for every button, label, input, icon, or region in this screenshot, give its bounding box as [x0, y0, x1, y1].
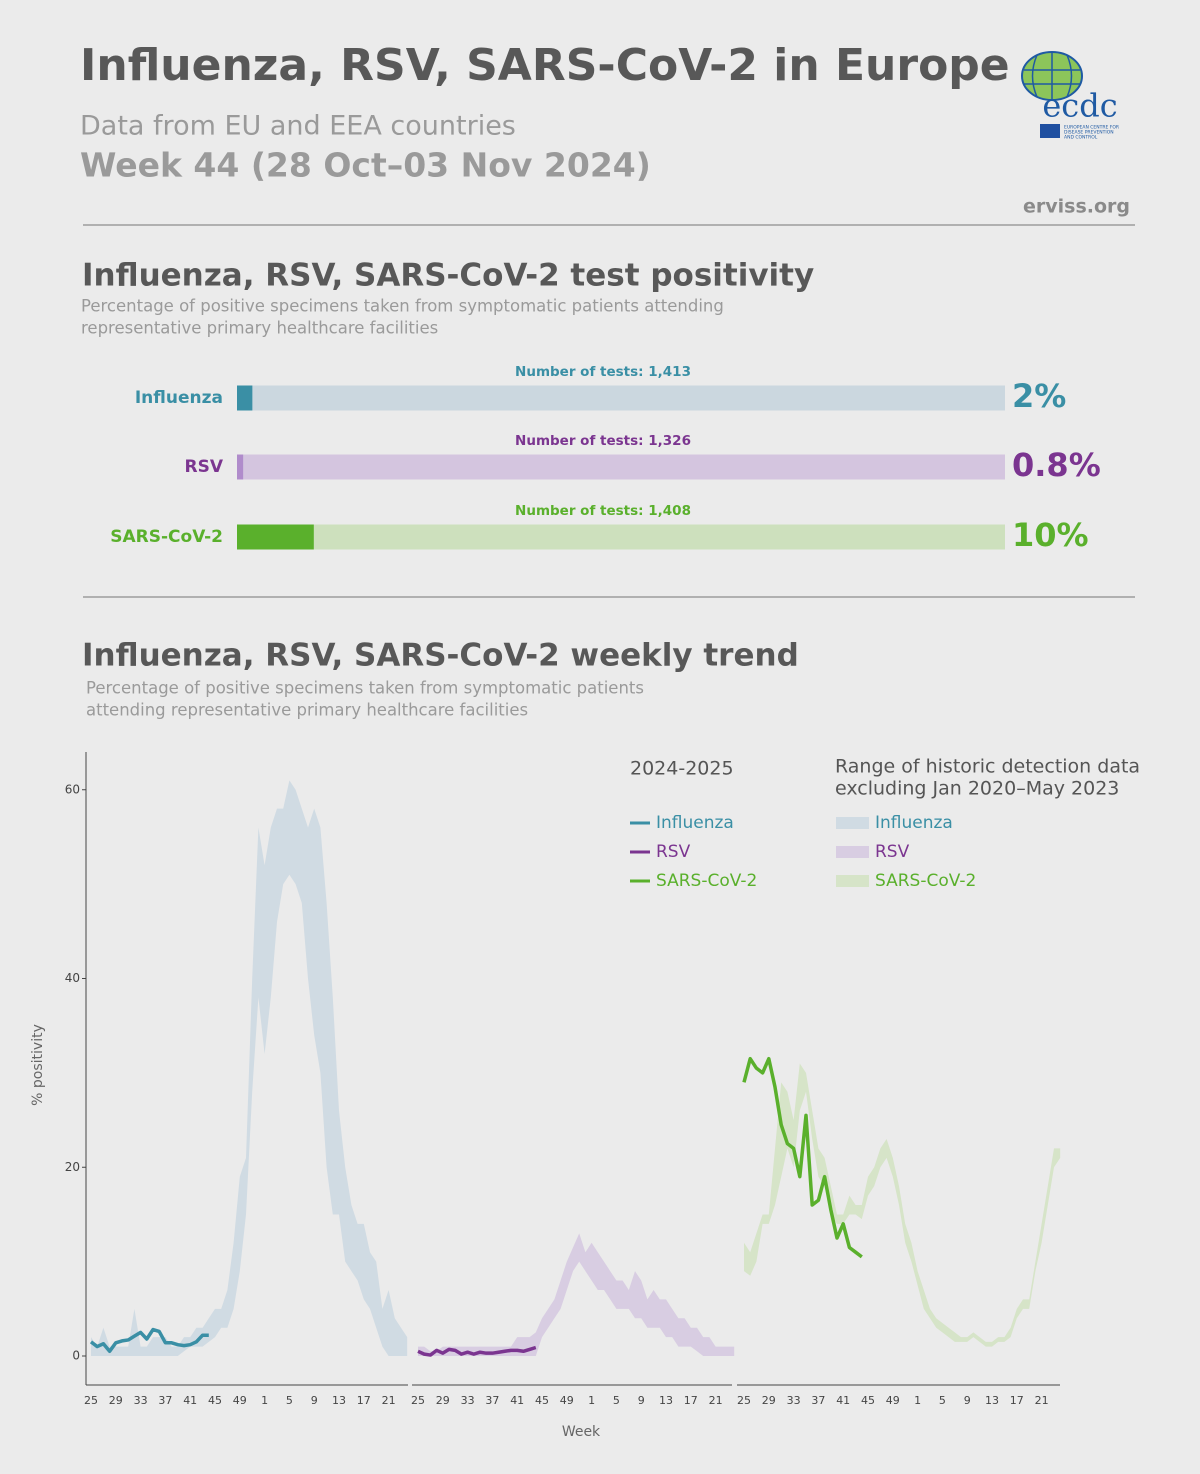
season-line [89, 1327, 209, 1354]
value-label: 10% [1012, 516, 1089, 554]
x-tick-label: 37 [485, 1394, 499, 1407]
section-subtitle: Percentage of positive specimens taken f… [81, 297, 724, 316]
legend-title: 2024-2025 [630, 758, 734, 780]
legend-label: RSV [656, 842, 691, 862]
logo-tagline: DISEASE PREVENTION [1064, 130, 1114, 136]
x-tick-label: 49 [886, 1394, 900, 1407]
season-line [742, 1056, 863, 1259]
x-tick-label: 5 [286, 1394, 293, 1407]
x-tick-label: 1 [914, 1394, 921, 1407]
x-tick-label: 1 [588, 1394, 595, 1407]
eu-flag [1040, 124, 1060, 138]
y-tick-label: 0 [72, 1349, 80, 1363]
x-tick-label: 17 [1010, 1394, 1024, 1407]
week-label: Week 44 (28 Oct–03 Nov 2024) [80, 146, 651, 185]
historic-range [91, 780, 408, 1356]
page-title: Influenza, RSV, SARS-CoV-2 in Europe [80, 40, 1010, 91]
tests-label: Number of tests: 1,408 [515, 503, 691, 519]
bar [237, 385, 253, 411]
x-tick-label: 13 [659, 1394, 673, 1407]
x-tick-label: 33 [787, 1394, 801, 1407]
tests-label: Number of tests: 1,413 [515, 364, 691, 380]
bar-label: Influenza [135, 388, 223, 408]
x-tick-label: 49 [233, 1394, 247, 1407]
x-tick-label: 17 [357, 1394, 371, 1407]
x-tick-label: 5 [939, 1394, 946, 1407]
value-label: 2% [1012, 377, 1066, 415]
x-tick-label: 45 [535, 1394, 549, 1407]
y-tick-label: 60 [65, 782, 80, 796]
x-tick-label: 33 [134, 1394, 148, 1407]
x-tick-label: 25 [411, 1394, 425, 1407]
section-title: Influenza, RSV, SARS-CoV-2 test positivi… [82, 258, 814, 294]
x-tick-label: 17 [684, 1394, 698, 1407]
x-tick-label: 25 [737, 1394, 751, 1407]
x-tick-label: 29 [762, 1394, 776, 1407]
historic-range [418, 1233, 735, 1356]
section-title: Influenza, RSV, SARS-CoV-2 weekly trend [82, 638, 799, 674]
x-tick-label: 37 [811, 1394, 825, 1407]
legend-label: RSV [875, 842, 910, 862]
season-line [417, 1345, 537, 1357]
section-subtitle: attending representative primary healthc… [86, 701, 528, 720]
x-axis-label: Week [562, 1424, 601, 1440]
x-tick-label: 49 [560, 1394, 574, 1407]
legend-label: SARS-CoV-2 [875, 871, 976, 891]
legend-label: SARS-CoV-2 [656, 871, 757, 891]
x-tick-label: 33 [461, 1394, 475, 1407]
x-tick-label: 13 [332, 1394, 346, 1407]
x-tick-label: 41 [836, 1394, 850, 1407]
page-subtitle: Data from EU and EEA countries [80, 111, 516, 142]
historic-range [744, 1063, 1061, 1347]
bar-track [237, 454, 1005, 480]
logo-tagline: EUROPEAN CENTRE FOR [1064, 125, 1119, 131]
x-tick-label: 25 [84, 1394, 98, 1407]
x-tick-label: 21 [1035, 1394, 1049, 1407]
legend-swatch [836, 875, 869, 887]
legend-label: Influenza [875, 813, 953, 833]
x-tick-label: 45 [861, 1394, 875, 1407]
legend-title: excluding Jan 2020–May 2023 [835, 778, 1119, 800]
bar [237, 454, 244, 480]
tests-label: Number of tests: 1,326 [515, 433, 691, 449]
legend-label: Influenza [656, 813, 734, 833]
section-subtitle: representative primary healthcare facili… [81, 319, 438, 338]
x-tick-label: 9 [964, 1394, 971, 1407]
logo-grid [1024, 52, 1080, 100]
legend-swatch [836, 846, 869, 858]
x-tick-label: 41 [510, 1394, 524, 1407]
legend-swatch [836, 817, 869, 829]
x-tick-label: 29 [436, 1394, 450, 1407]
x-tick-label: 9 [638, 1394, 645, 1407]
logo-tagline: AND CONTROL [1064, 135, 1098, 141]
x-tick-label: 29 [109, 1394, 123, 1407]
x-tick-label: 1 [261, 1394, 268, 1407]
x-tick-label: 45 [208, 1394, 222, 1407]
value-label: 0.8% [1012, 446, 1101, 484]
x-tick-label: 37 [158, 1394, 172, 1407]
x-tick-label: 9 [311, 1394, 318, 1407]
x-tick-label: 21 [382, 1394, 396, 1407]
x-tick-label: 5 [613, 1394, 620, 1407]
y-axis-label: % positivity [30, 1024, 46, 1106]
y-tick-label: 40 [65, 971, 80, 985]
x-tick-label: 13 [985, 1394, 999, 1407]
section-subtitle: Percentage of positive specimens taken f… [86, 679, 644, 698]
bar-track [237, 385, 1005, 411]
logo: ecdc EUROPEAN CENTRE FOR DISEASE PREVENT… [1021, 51, 1119, 141]
x-tick-label: 21 [709, 1394, 723, 1407]
logo-name: ecdc [1042, 87, 1117, 125]
legend-title: Range of historic detection data [835, 756, 1140, 778]
x-tick-label: 41 [183, 1394, 197, 1407]
bar [237, 524, 314, 550]
bar-track [237, 524, 1005, 550]
bar-label: RSV [185, 457, 224, 477]
site-label: erviss.org [1023, 196, 1130, 218]
y-tick-label: 20 [65, 1160, 80, 1174]
bar-label: SARS-CoV-2 [110, 527, 223, 547]
